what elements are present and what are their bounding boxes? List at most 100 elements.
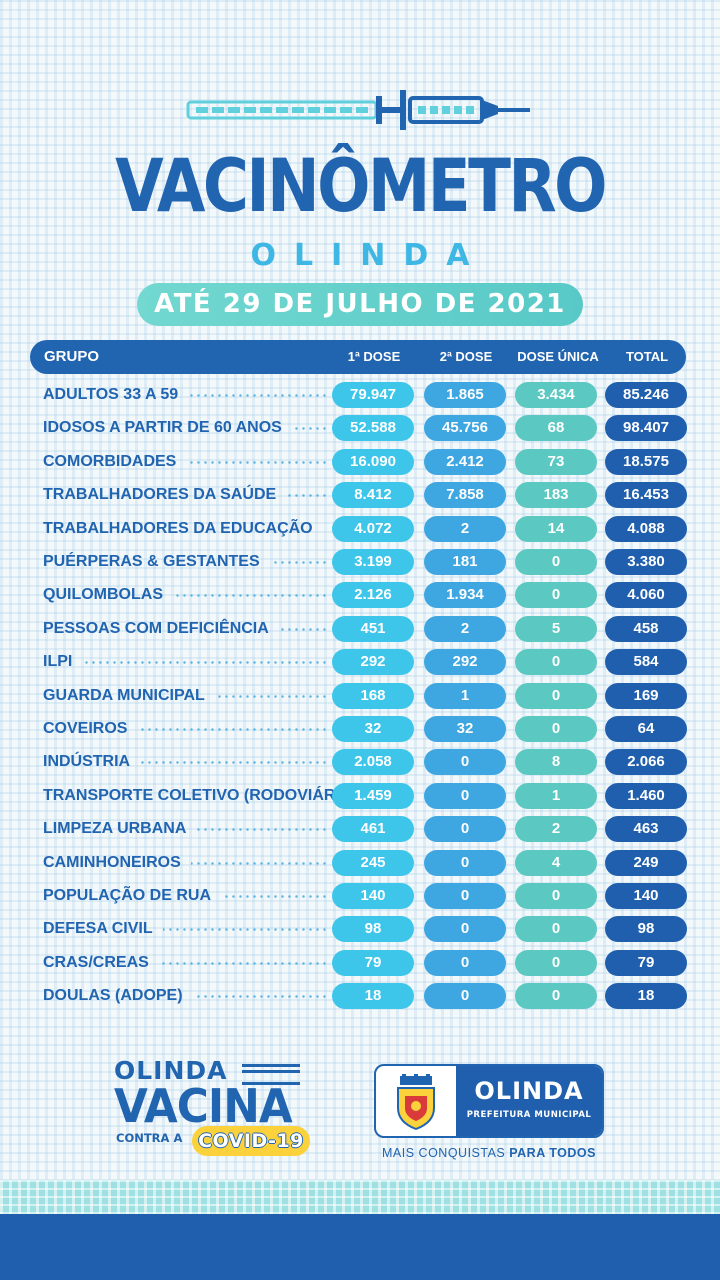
dose2-value: 292	[424, 649, 506, 675]
total-value: 249	[605, 850, 687, 876]
dose2-value: 2.412	[424, 449, 506, 475]
table-row: QUILOMBOLAS 2.126 1.934 0 4.060	[0, 582, 720, 608]
table-row: ADULTOS 33 A 59 79.947 1.865 3.434 85.246	[0, 382, 720, 408]
group-name: ADULTOS 33 A 59	[43, 386, 179, 403]
dotted-leader	[137, 728, 328, 731]
prefeitura-blue-panel: OLINDA PREFEITURA MUNICIPAL	[456, 1066, 602, 1136]
total-value: 18.575	[605, 449, 687, 475]
dose1-value: 3.199	[332, 549, 414, 575]
dotted-leader	[82, 661, 328, 664]
dose2-value: 45.756	[424, 415, 506, 441]
table-row: DOULAS (ADOPE) 18 0 0 18	[0, 983, 720, 1009]
single-dose-value: 0	[515, 649, 597, 675]
dose2-value: 2	[424, 516, 506, 542]
footer-pattern-band	[0, 1180, 720, 1214]
group-name: ILPI	[43, 653, 73, 670]
dose2-value: 1.865	[424, 382, 506, 408]
single-dose-value: 2	[515, 816, 597, 842]
dose1-value: 79.947	[332, 382, 414, 408]
table-header: GRUPO 1ª DOSE 2ª DOSE DOSE ÚNICA TOTAL	[30, 340, 686, 374]
dose1-value: 140	[332, 883, 414, 909]
olinda-vacina-logo: OLINDA VACINA CONTRA A COVID-19	[114, 1056, 324, 1166]
dotted-leader	[193, 995, 328, 998]
group-name: PESSOAS COM DEFICIÊNCIA	[43, 620, 269, 637]
column-header-single-dose: DOSE ÚNICA	[517, 349, 599, 364]
total-value: 79	[605, 950, 687, 976]
dose2-value: 0	[424, 850, 506, 876]
tagline-prefix: MAIS CONQUISTAS	[382, 1146, 510, 1160]
prefeitura-subtitle: PREFEITURA MUNICIPAL	[466, 1110, 592, 1120]
total-value: 458	[605, 616, 687, 642]
group-name: INDÚSTRIA	[43, 753, 131, 770]
dose2-value: 0	[424, 783, 506, 809]
dose2-value: 0	[424, 749, 506, 775]
table-row: CAMINHONEIROS 245 0 4 249	[0, 850, 720, 876]
dotted-leader	[221, 895, 328, 898]
total-value: 140	[605, 883, 687, 909]
column-header-dose2: 2ª DOSE	[439, 349, 493, 364]
dose1-value: 79	[332, 950, 414, 976]
single-dose-value: 68	[515, 415, 597, 441]
dose2-value: 1.934	[424, 582, 506, 608]
table-row: IDOSOS A PARTIR DE 60 ANOS 52.588 45.756 68…	[0, 415, 720, 441]
dose1-value: 18	[332, 983, 414, 1009]
table-row: GUARDA MUNICIPAL 168 1 0 169	[0, 683, 720, 709]
table-row: TRABALHADORES DA SAÚDE 8.412 7.858 183 16.45…	[0, 482, 720, 508]
page-title: VACINÔMETRO	[115, 144, 607, 229]
group-name: COMORBIDADES	[43, 453, 177, 470]
table-row: DEFESA CIVIL 98 0 0 98	[0, 916, 720, 942]
dose1-value: 8.412	[332, 482, 414, 508]
single-dose-value: 183	[515, 482, 597, 508]
table-row: TRABALHADORES DA EDUCAÇÃO 4.072 2 14 4.088	[0, 516, 720, 542]
dotted-leader	[292, 427, 328, 430]
single-dose-value: 0	[515, 883, 597, 909]
dose2-value: 0	[424, 916, 506, 942]
total-value: 169	[605, 683, 687, 709]
column-header-dose1: 1ª DOSE	[347, 349, 401, 364]
dotted-leader	[140, 761, 328, 764]
single-dose-value: 0	[515, 916, 597, 942]
dotted-leader	[270, 561, 328, 564]
group-name: GUARDA MUNICIPAL	[43, 687, 205, 704]
total-value: 1.460	[605, 783, 687, 809]
table-row: TRANSPORTE COLETIVO (RODOVIÁRIOS) 1.459 0 1…	[0, 783, 720, 809]
dotted-leader	[173, 594, 328, 597]
column-header-group: GRUPO	[44, 348, 100, 365]
footer-blue-band	[0, 1214, 720, 1280]
dose2-value: 1	[424, 683, 506, 709]
dose2-value: 0	[424, 983, 506, 1009]
total-value: 4.088	[605, 516, 687, 542]
table-row: PUÉRPERAS & GESTANTES 3.199 181 0 3.380	[0, 549, 720, 575]
single-dose-value: 8	[515, 749, 597, 775]
group-name: DEFESA CIVIL	[43, 920, 153, 937]
table-row: COVEIROS 32 32 0 64	[0, 716, 720, 742]
syringe-icon	[186, 90, 530, 130]
campaign-logo-line2: VACINA	[114, 1079, 293, 1133]
logo-lines-decoration	[242, 1064, 300, 1085]
campaign-logo-line1: OLINDA	[114, 1056, 228, 1085]
dose2-value: 2	[424, 616, 506, 642]
group-name: CRAS/CREAS	[43, 954, 149, 971]
dose1-value: 2.126	[332, 582, 414, 608]
dose2-value: 0	[424, 816, 506, 842]
group-name: TRANSPORTE COLETIVO (RODOVIÁRIOS)	[43, 787, 369, 804]
single-dose-value: 3.434	[515, 382, 597, 408]
single-dose-value: 0	[515, 950, 597, 976]
dose2-value: 32	[424, 716, 506, 742]
dose1-value: 1.459	[332, 783, 414, 809]
single-dose-value: 73	[515, 449, 597, 475]
dotted-leader	[186, 461, 328, 464]
table-row: PESSOAS COM DEFICIÊNCIA 451 2 5 458	[0, 616, 720, 642]
group-name: PUÉRPERAS & GESTANTES	[43, 553, 260, 570]
tagline: MAIS CONQUISTAS PARA TODOS	[374, 1146, 604, 1160]
dotted-leader	[163, 928, 328, 931]
dose1-value: 52.588	[332, 415, 414, 441]
dose1-value: 168	[332, 683, 414, 709]
coat-of-arms-icon	[397, 1074, 435, 1130]
dose1-value: 2.058	[332, 749, 414, 775]
page-subtitle: OLINDA	[250, 238, 488, 273]
dotted-leader	[286, 494, 328, 497]
group-name: POPULAÇÃO DE RUA	[43, 887, 212, 904]
table-row: COMORBIDADES 16.090 2.412 73 18.575	[0, 449, 720, 475]
